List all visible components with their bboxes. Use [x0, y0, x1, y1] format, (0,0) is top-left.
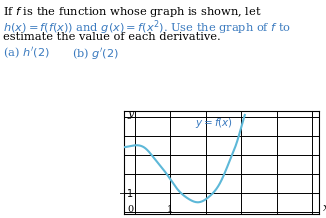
Text: $h(x) = f(f(x))$ and $g(x) = f(x^2)$. Use the graph of $f$ to: $h(x) = f(f(x))$ and $g(x) = f(x^2)$. Us…	[3, 19, 291, 37]
Text: (b) $g'(2)$: (b) $g'(2)$	[72, 46, 119, 61]
Text: y: y	[127, 109, 133, 119]
Text: 1: 1	[167, 205, 173, 214]
Text: $-1$: $-1$	[118, 187, 134, 199]
Text: (a) $h'(2)$: (a) $h'(2)$	[3, 46, 50, 60]
Text: 0: 0	[128, 205, 134, 214]
Text: estimate the value of each derivative.: estimate the value of each derivative.	[3, 32, 221, 42]
Text: x: x	[323, 203, 326, 213]
Text: $y = f(x)$: $y = f(x)$	[195, 116, 233, 130]
Text: If $f$ is the function whose graph is shown, let: If $f$ is the function whose graph is sh…	[3, 5, 262, 19]
